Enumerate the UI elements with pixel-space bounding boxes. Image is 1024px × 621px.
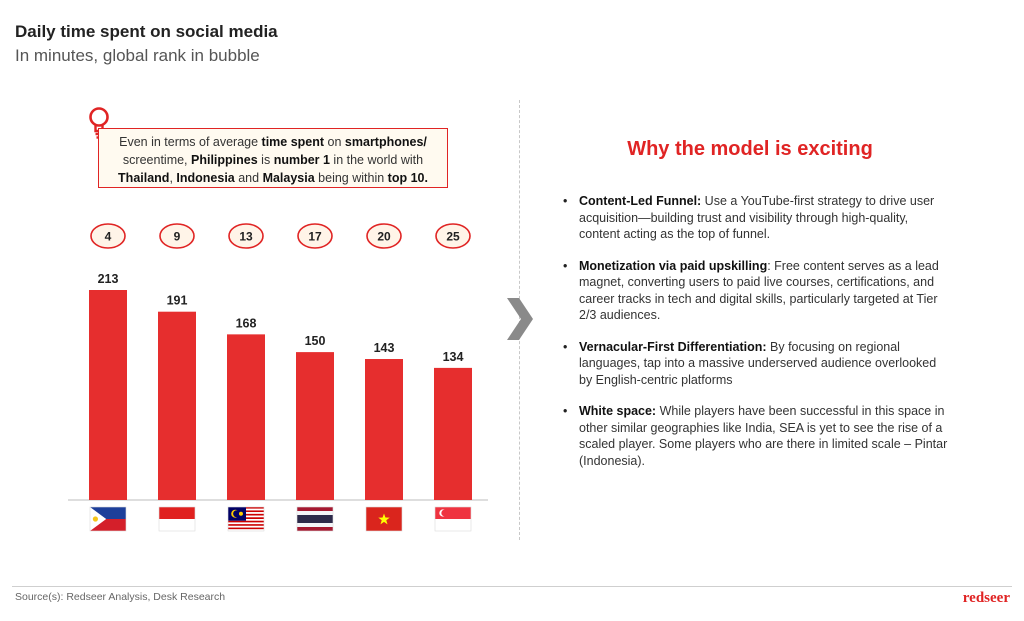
malaysia-flag xyxy=(227,506,265,532)
insight-text-run: on xyxy=(324,135,345,149)
insight-text-run: time spent xyxy=(261,135,325,149)
bullet-title: Content-Led Funnel: xyxy=(579,194,702,208)
rank-label: 17 xyxy=(308,230,322,244)
bar xyxy=(434,367,472,500)
insight-callout: Even in terms of average time spent on s… xyxy=(98,128,448,188)
insight-text-run: in the world with xyxy=(329,153,424,167)
section-divider xyxy=(519,100,520,540)
bullet-text: Use a YouTube-first strategy to drive us… xyxy=(579,194,935,241)
bullet-text: While players have been successful in th… xyxy=(579,404,948,468)
insight-text-run: Thailand xyxy=(118,171,170,185)
bullet-item: Vernacular-First Differentiation: By foc… xyxy=(562,339,952,389)
insight-text-run: and xyxy=(234,171,263,185)
bullet-item: Monetization via paid upskilling: Free c… xyxy=(562,258,952,324)
rank-label: 20 xyxy=(377,230,391,244)
rank-bubble xyxy=(366,223,402,249)
insight-text-run: number 1 xyxy=(273,153,330,167)
rank-label: 9 xyxy=(174,230,181,244)
insight-text-run: Malaysia xyxy=(262,171,315,185)
value-label: 213 xyxy=(98,272,119,286)
rank-label: 4 xyxy=(105,230,112,244)
bullet-list: Content-Led Funnel: Use a YouTube-first … xyxy=(562,193,952,484)
rank-bubble xyxy=(90,223,126,249)
page-subtitle: In minutes, global rank in bubble xyxy=(15,46,260,65)
vietnam-flag xyxy=(365,506,403,532)
value-label: 143 xyxy=(374,341,395,355)
value-label: 134 xyxy=(443,350,464,364)
bullet-text: By focusing on regional languages, tap i… xyxy=(579,339,937,387)
bullet-text: : Free content serves as a lead magnet, … xyxy=(579,258,939,323)
rank-bubble xyxy=(297,223,333,249)
bullet-item: Content-Led Funnel: Use a YouTube-first … xyxy=(562,193,952,243)
insight-text-run: screentime, xyxy=(122,153,192,167)
insight-text-run: , xyxy=(169,171,177,185)
bullet-item: White space: While players have been suc… xyxy=(562,403,952,469)
insight-text-run: being within xyxy=(314,171,388,185)
rank-bubble xyxy=(435,223,471,249)
page-title: Daily time spent on social media xyxy=(15,22,278,41)
chevron-right-icon xyxy=(507,298,533,340)
brand-logo: redseer xyxy=(962,590,1010,606)
insight-text-run: Indonesia xyxy=(176,171,235,185)
philippines-flag xyxy=(89,506,127,532)
rank-bubble xyxy=(159,223,195,249)
bar xyxy=(89,290,127,500)
value-label: 150 xyxy=(305,334,326,348)
bullet-title: Monetization via paid upskilling xyxy=(579,258,768,273)
insight-text-run: Philippines xyxy=(191,153,258,167)
bar xyxy=(365,359,403,500)
insight-text-run: smartphones/ xyxy=(344,135,427,149)
source-note: Source(s): Redseer Analysis, Desk Resear… xyxy=(15,591,226,603)
bar xyxy=(296,352,334,500)
value-label: 191 xyxy=(167,294,188,308)
insight-text-run: top 10. xyxy=(387,171,428,185)
bar-chart: 4 213 9 191 13 168 17 150 20 143 25 134 xyxy=(68,223,488,532)
bar xyxy=(227,334,265,500)
bullet-title: Vernacular-First Differentiation: xyxy=(579,339,767,354)
value-label: 168 xyxy=(236,316,257,330)
footer-divider xyxy=(12,586,1012,587)
indonesia-flag xyxy=(158,506,196,532)
right-panel-heading: Why the model is exciting xyxy=(627,138,873,160)
insight-text-run: Even in terms of average xyxy=(119,135,262,149)
rank-bubble xyxy=(228,223,264,249)
rank-label: 13 xyxy=(239,230,253,244)
bar xyxy=(158,311,196,500)
rank-label: 25 xyxy=(446,230,460,244)
singapore-flag xyxy=(434,506,472,532)
bullet-title: White space: xyxy=(579,404,657,418)
insight-text-run: is xyxy=(257,153,274,167)
thailand-flag xyxy=(296,506,334,532)
